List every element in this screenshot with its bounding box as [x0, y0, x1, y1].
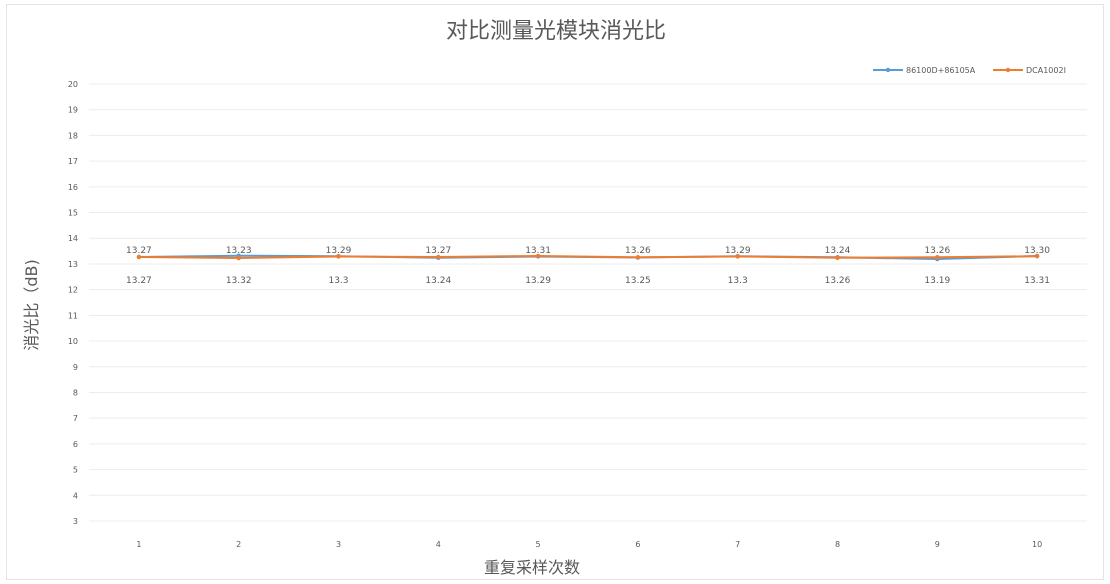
data-labels: 13.27 13.32 13.3 13.24 13.29 13.25 13.3 13.26 13…: [126, 246, 1050, 286]
y-axis-ticks: 3 4 5 6 7 8 9 10 11 12 13 14 15 16 17 18 19 20: [68, 80, 78, 526]
data-label: 13.26: [625, 246, 651, 256]
y-tick-label: 15: [68, 209, 78, 218]
y-tick-label: 3: [73, 517, 78, 526]
data-label: 13.31: [1024, 276, 1050, 286]
x-tick-label: 3: [336, 540, 341, 549]
data-label: 13.29: [525, 276, 551, 286]
y-tick-label: 17: [68, 157, 78, 166]
x-tick-label: 10: [1032, 540, 1042, 549]
data-point: [336, 254, 341, 259]
data-point: [1034, 254, 1040, 259]
chart-title: 对比测量光模块消光比: [446, 19, 666, 44]
y-tick-label: 20: [68, 80, 78, 89]
data-label: 13.29: [326, 246, 352, 256]
y-axis-title: 消光比（dB): [22, 259, 41, 350]
y-tick-label: 12: [68, 286, 78, 295]
legend-label-86100d: 86100D+86105A: [906, 66, 976, 75]
series-line: [138, 254, 1038, 260]
x-tick-label: 7: [735, 540, 740, 549]
data-label: 13.27: [126, 276, 152, 286]
x-tick-label: 4: [436, 540, 441, 549]
y-tick-label: 7: [73, 414, 78, 423]
data-label: 13.25: [625, 276, 651, 286]
data-label: 13.19: [924, 276, 950, 286]
data-label: 13.30: [1024, 246, 1050, 256]
x-tick-label: 9: [935, 540, 940, 549]
x-tick-label: 2: [236, 540, 241, 549]
gridlines: [89, 83, 1087, 522]
y-tick-label: 13: [68, 260, 78, 269]
y-tick-label: 14: [68, 234, 78, 243]
x-tick-label: 6: [635, 540, 640, 549]
data-label: 13.24: [825, 246, 851, 256]
legend-marker-dca1002i: [1005, 67, 1011, 73]
data-point: [735, 254, 740, 259]
y-tick-label: 11: [68, 311, 78, 320]
series-group: [136, 253, 1040, 262]
x-tick-label: 1: [136, 540, 141, 549]
legend-label-dca1002i: DCA1002I: [1026, 66, 1066, 75]
legend-item-dca1002i: DCA1002I: [993, 66, 1066, 75]
data-point: [535, 253, 541, 259]
y-tick-label: 9: [73, 363, 78, 372]
y-tick-label: 19: [68, 106, 78, 115]
y-tick-label: 4: [73, 491, 78, 500]
data-label: 13.23: [226, 246, 252, 256]
y-tick-label: 5: [73, 466, 78, 475]
data-point: [935, 255, 940, 260]
legend-item-86100d: 86100D+86105A: [873, 66, 976, 75]
data-label: 13.26: [924, 246, 950, 256]
y-tick-label: 16: [68, 183, 78, 192]
data-label: 13.27: [425, 246, 451, 256]
data-label: 13.24: [425, 276, 451, 286]
y-tick-label: 18: [68, 131, 78, 140]
x-tick-label: 8: [835, 540, 840, 549]
legend-marker-86100d: [885, 67, 891, 73]
data-label: 13.3: [728, 276, 748, 286]
data-point: [635, 255, 641, 260]
data-point: [835, 255, 840, 260]
y-tick-label: 6: [73, 440, 78, 449]
data-label: 13.29: [725, 246, 751, 256]
data-label: 13.26: [825, 276, 851, 286]
data-point: [136, 254, 142, 260]
data-point: [236, 255, 241, 261]
x-axis-ticks: 1 2 3 4 5 6 7 8 9 10: [136, 540, 1042, 549]
data-label: 13.3: [328, 276, 348, 286]
x-tick-label: 5: [536, 540, 541, 549]
y-tick-label: 8: [73, 388, 78, 397]
x-axis-title: 重复采样次数: [484, 558, 580, 577]
y-tick-label: 10: [68, 337, 78, 346]
data-label: 13.27: [126, 246, 152, 256]
data-label: 13.31: [525, 246, 551, 256]
data-label: 13.32: [226, 276, 252, 286]
data-point: [436, 254, 441, 260]
legend: 86100D+86105A DCA1002I: [873, 66, 1066, 75]
